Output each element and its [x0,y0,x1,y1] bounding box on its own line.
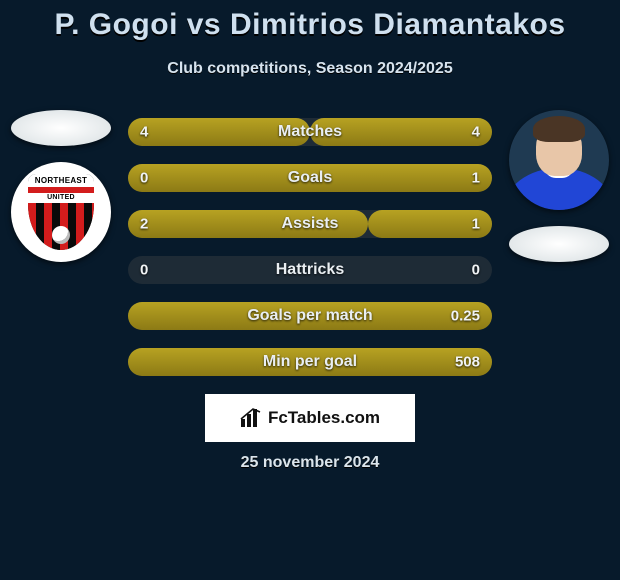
bar-track [128,256,492,284]
date-line: 25 november 2024 [0,454,620,472]
stat-row-hattricks: 0 Hattricks 0 [128,256,492,284]
club-badge-text-top: NORTHEAST [28,174,94,187]
bar-fill-right [128,348,492,376]
club-badge-text-bottom: UNITED [28,193,94,203]
stat-row-goals-per-match: Goals per match 0.25 [128,302,492,330]
right-player-photo [509,110,609,210]
subtitle: Club competitions, Season 2024/2025 [0,60,620,78]
bar-fill-left [128,118,310,146]
left-club-badge: NORTHEAST UNITED [11,162,111,262]
brand-label: FcTables.com [268,408,380,428]
stat-row-min-per-goal: Min per goal 508 [128,348,492,376]
right-player-column [504,110,614,262]
brand-badge: FcTables.com [205,394,415,442]
bar-fill-left [128,210,368,238]
right-club-badge-placeholder [509,226,609,262]
left-player-photo-placeholder [11,110,111,146]
comparison-bars: 4 Matches 4 0 Goals 1 2 Assists 1 0 Hatt… [128,118,492,376]
football-icon [52,226,70,244]
bar-chart-icon [240,408,262,428]
bar-fill-right [128,302,492,330]
bar-fill-right [310,118,492,146]
bar-fill-right [368,210,492,238]
bar-fill-right [128,164,492,192]
northeast-united-shield-icon: NORTHEAST UNITED [28,174,94,250]
stat-row-assists: 2 Assists 1 [128,210,492,238]
left-player-column: NORTHEAST UNITED [6,110,116,262]
page-title: P. Gogoi vs Dimitrios Diamantakos [0,0,620,42]
stat-row-matches: 4 Matches 4 [128,118,492,146]
stat-row-goals: 0 Goals 1 [128,164,492,192]
